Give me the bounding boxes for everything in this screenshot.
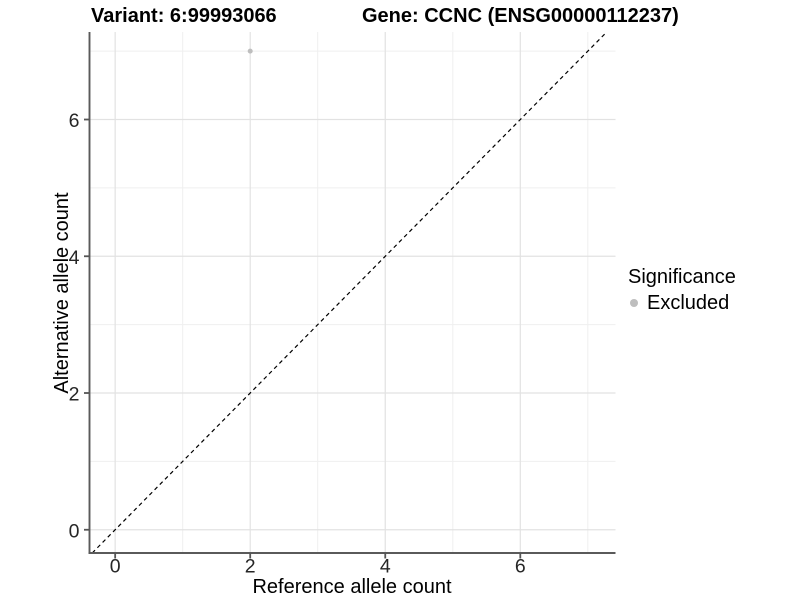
x-tick-label: 2 <box>245 556 256 578</box>
y-axis-title: Alternative allele count <box>51 192 73 394</box>
legend-item-label: Excluded <box>647 292 730 314</box>
x-tick-label: 4 <box>380 556 391 578</box>
identity-dashed-line <box>91 31 608 554</box>
variant-title: Variant: 6:99993066 <box>91 5 277 27</box>
legend-point-icon <box>630 299 638 307</box>
data-point <box>247 48 253 54</box>
y-tick-label: 2 <box>69 384 80 406</box>
legend-title: Significance <box>628 266 736 288</box>
legend-item-excluded: Excluded <box>630 293 736 313</box>
gene-title: Gene: CCNC (ENSG00000112237) <box>362 5 679 27</box>
x-axis-title: Reference allele count <box>252 576 452 598</box>
x-tick-label: 0 <box>110 556 121 578</box>
x-tick-label: 6 <box>515 556 526 578</box>
y-tick-label: 0 <box>69 520 80 542</box>
legend: Significance Excluded <box>628 267 736 313</box>
y-tick-label: 6 <box>69 110 80 132</box>
y-tick-label: 4 <box>69 247 80 269</box>
